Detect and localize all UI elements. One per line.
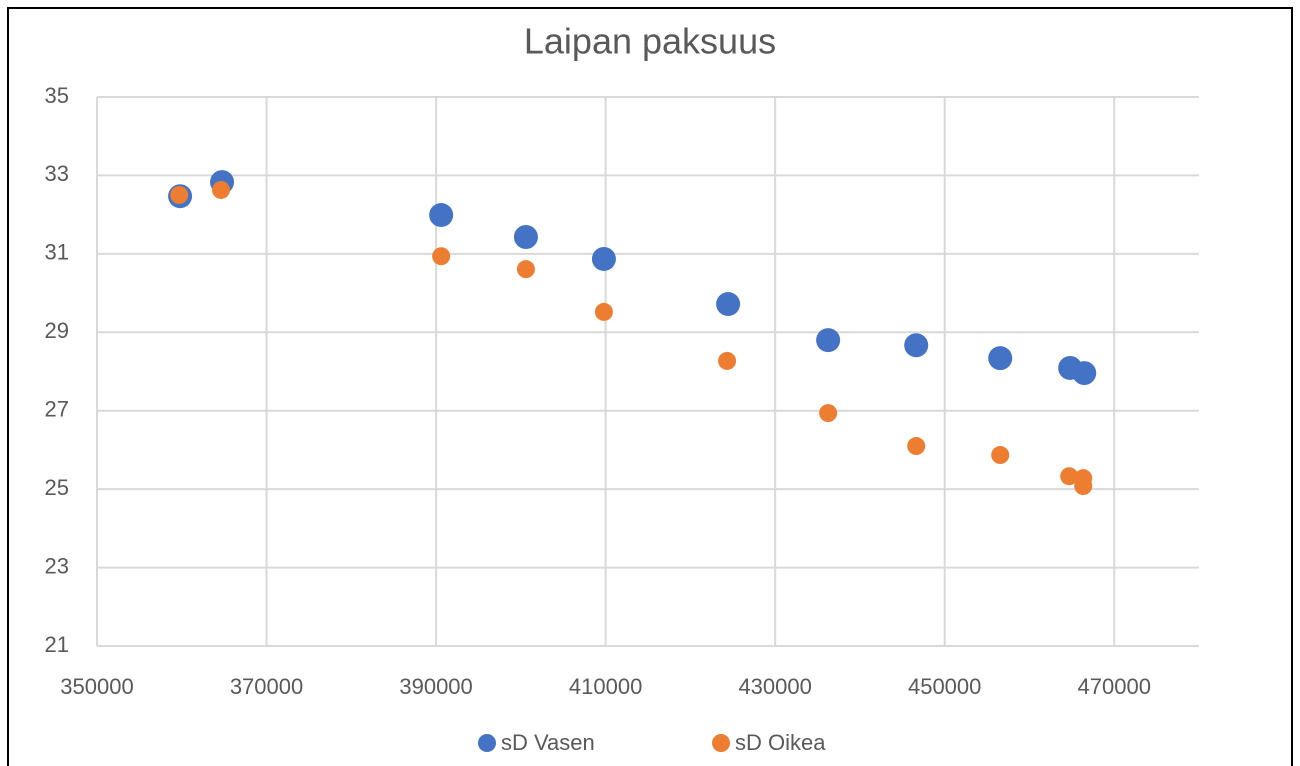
point [1072,361,1097,386]
legend-label: sD Vasen [501,730,595,755]
point [816,328,841,353]
point [212,180,231,199]
y-tick-label: 31 [45,240,69,265]
point [432,247,451,266]
point [591,246,616,271]
x-tick-label: 390000 [399,674,472,699]
point [907,437,926,456]
legend-label: sD Oikea [735,730,826,755]
chart-frame [7,7,1293,766]
y-tick-label: 25 [45,475,69,500]
y-tick-label: 21 [45,632,69,657]
legend-marker [712,734,730,752]
x-tick-label: 410000 [569,674,642,699]
point [1074,477,1093,496]
point [513,224,538,249]
point [991,446,1010,465]
y-tick-label: 27 [45,397,69,422]
x-tick-label: 450000 [908,674,981,699]
point [170,186,189,205]
point [819,404,838,423]
y-tick-label: 23 [45,553,69,578]
x-tick-label: 470000 [1078,674,1151,699]
point [716,292,741,317]
chart-title: Laipan paksuus [524,21,776,62]
point [594,302,613,321]
point [988,346,1013,371]
x-tick-label: 370000 [230,674,303,699]
point [1060,467,1079,486]
point [904,333,929,358]
x-tick-label: 430000 [738,674,811,699]
point [718,351,737,370]
y-tick-label: 33 [45,161,69,186]
legend-marker [478,734,496,752]
y-tick-label: 29 [45,318,69,343]
point [516,260,535,279]
point [429,203,454,228]
y-tick-label: 35 [45,83,69,108]
x-tick-label: 350000 [60,674,133,699]
